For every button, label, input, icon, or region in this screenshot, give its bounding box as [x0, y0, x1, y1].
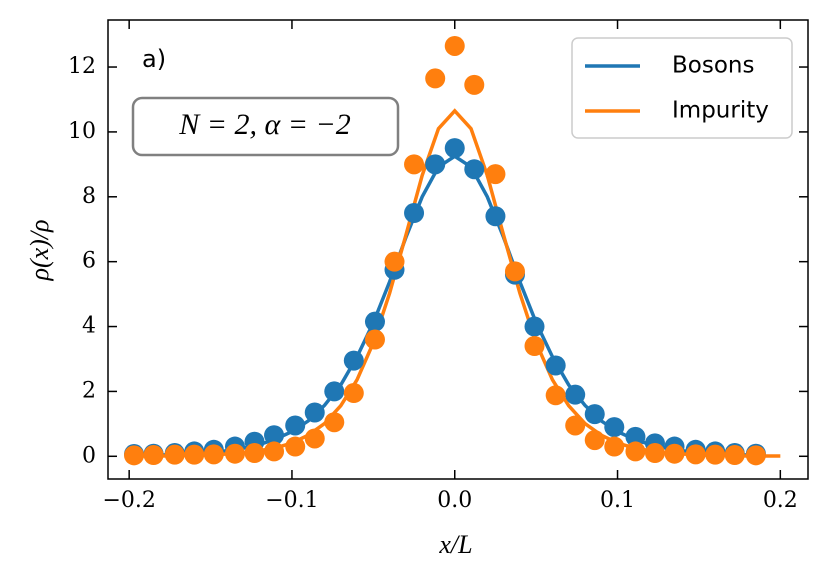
legend-box — [571, 37, 793, 139]
point — [524, 336, 545, 357]
point — [604, 417, 625, 438]
point — [565, 384, 586, 405]
line — [129, 154, 765, 458]
point — [584, 430, 605, 451]
point — [224, 443, 245, 464]
point — [545, 355, 566, 376]
point — [143, 444, 164, 465]
point — [285, 436, 306, 457]
point — [565, 415, 586, 436]
point — [304, 428, 325, 449]
x-tick-label: 0.0 — [437, 488, 472, 513]
point — [285, 415, 306, 436]
line — [129, 108, 781, 458]
point — [244, 443, 265, 464]
point — [664, 443, 685, 464]
point — [584, 404, 605, 425]
point — [625, 426, 646, 447]
point — [444, 138, 465, 159]
parameter-text: N = 2, α = −2 — [178, 108, 351, 141]
point — [685, 444, 706, 465]
y-tick-label: 0 — [82, 443, 96, 468]
parameter-box — [131, 96, 400, 157]
y-tick-label: 10 — [68, 119, 96, 144]
point — [324, 412, 345, 433]
point — [485, 164, 506, 185]
point — [444, 35, 465, 56]
point — [545, 385, 566, 406]
x-tick-label: −0.2 — [102, 488, 155, 513]
x-axis-label: x/L — [438, 530, 472, 559]
y-tick-label: 6 — [82, 249, 96, 274]
point — [745, 445, 766, 466]
y-tick-label: 8 — [82, 184, 96, 209]
point — [464, 159, 485, 180]
point — [524, 316, 545, 337]
point — [644, 443, 665, 464]
legend-label: Impurity — [672, 98, 769, 124]
point — [404, 154, 425, 175]
point — [464, 74, 485, 95]
point — [304, 402, 325, 423]
legend-label: Bosons — [672, 53, 754, 79]
point — [425, 154, 446, 175]
plot-frame — [107, 19, 809, 480]
x-tick-label: 0.2 — [763, 488, 798, 513]
point — [164, 444, 185, 465]
point — [264, 425, 285, 446]
point — [485, 206, 506, 227]
point — [324, 381, 345, 402]
point — [705, 444, 726, 465]
y-tick-label: 2 — [82, 378, 96, 403]
point — [625, 441, 646, 462]
point — [343, 383, 364, 404]
y-tick-label: 12 — [68, 54, 96, 79]
point — [184, 444, 205, 465]
point — [264, 441, 285, 462]
point — [124, 445, 145, 466]
point — [425, 68, 446, 89]
x-tick-label: −0.1 — [265, 488, 318, 513]
point — [604, 436, 625, 457]
point — [724, 444, 745, 465]
point — [384, 251, 405, 272]
point — [364, 329, 385, 350]
y-tick-label: 4 — [82, 314, 96, 339]
x-tick-label: 0.1 — [600, 488, 635, 513]
y-axis-label: ρ(x)/ρ — [25, 219, 54, 281]
point — [364, 311, 385, 332]
panel-label: a) — [142, 45, 166, 73]
point — [504, 261, 525, 282]
point — [343, 350, 364, 371]
point — [203, 444, 224, 465]
point — [404, 203, 425, 224]
